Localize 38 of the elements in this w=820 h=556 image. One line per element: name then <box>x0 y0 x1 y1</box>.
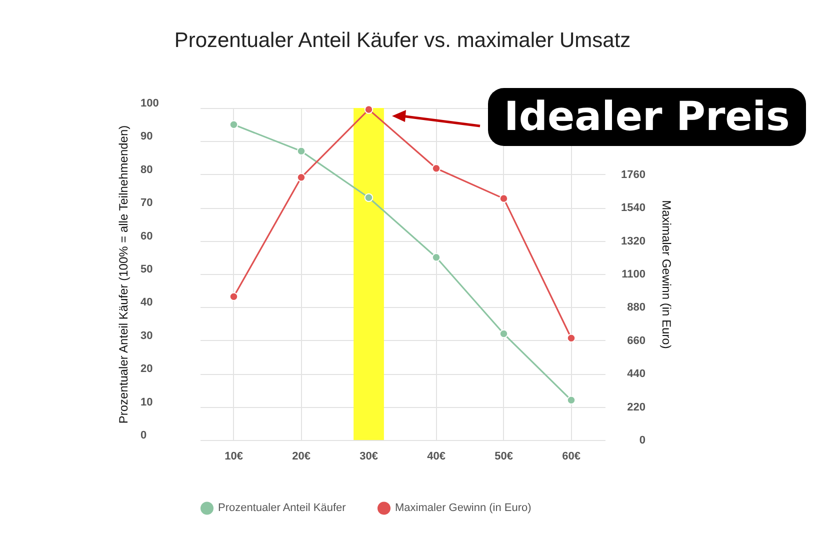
x-tick-label: 10€ <box>224 450 243 462</box>
y-axis-title: Prozentualer Anteil Käufer (100% = alle Teilnehmenden) <box>116 125 130 424</box>
y-tick-label: 50 <box>140 264 153 276</box>
y2-tick-label: 0 <box>639 434 646 446</box>
y-tick-label: 100 <box>140 98 159 110</box>
point <box>499 194 508 203</box>
y2-tick-label: 660 <box>627 334 646 347</box>
y2-tick-label: 1760 <box>621 168 646 181</box>
y-tick-label: 60 <box>140 230 153 242</box>
y-tick-label: 0 <box>140 430 147 442</box>
y-tick-label: 30 <box>140 330 153 342</box>
y2-tick-label: 440 <box>627 368 646 380</box>
y-tick-label: 70 <box>140 197 153 210</box>
point <box>229 292 238 301</box>
x-tick-label: 50€ <box>494 450 513 462</box>
y2-tick-label: 1100 <box>622 268 646 280</box>
x-tick-label: 40€ <box>427 450 446 462</box>
y-tick-label: 90 <box>140 130 153 143</box>
point <box>364 105 374 114</box>
y-tick-label: 20 <box>140 363 153 376</box>
y-tick-label: 80 <box>140 164 153 176</box>
x-tick-label: 20€ <box>292 450 310 462</box>
x-tick-label: 30€ <box>360 450 378 462</box>
point <box>296 173 306 182</box>
annotation: Idealer Preis <box>488 88 806 146</box>
y-tick-label: 40 <box>140 296 153 309</box>
y2-tick-label: 220 <box>627 401 646 414</box>
y-tick-label: 10 <box>140 396 153 408</box>
point <box>566 334 576 342</box>
y2-tick-label: 880 <box>627 302 646 314</box>
legend-label: Maximaler Gewinn (in Euro) <box>395 502 532 514</box>
chart-title: Prozentualer Anteil Käufer vs. maximaler Umsatz <box>174 29 631 52</box>
point <box>432 164 441 173</box>
y2-axis-title: Maximaler Gewinn (in Euro) <box>660 200 674 349</box>
y2-tick-label: 1320 <box>621 235 646 248</box>
x-tick-label: 60€ <box>562 450 580 462</box>
y2-tick-label: 1540 <box>621 202 646 214</box>
legend-label: Prozentualer Anteil Käufer <box>218 502 346 514</box>
